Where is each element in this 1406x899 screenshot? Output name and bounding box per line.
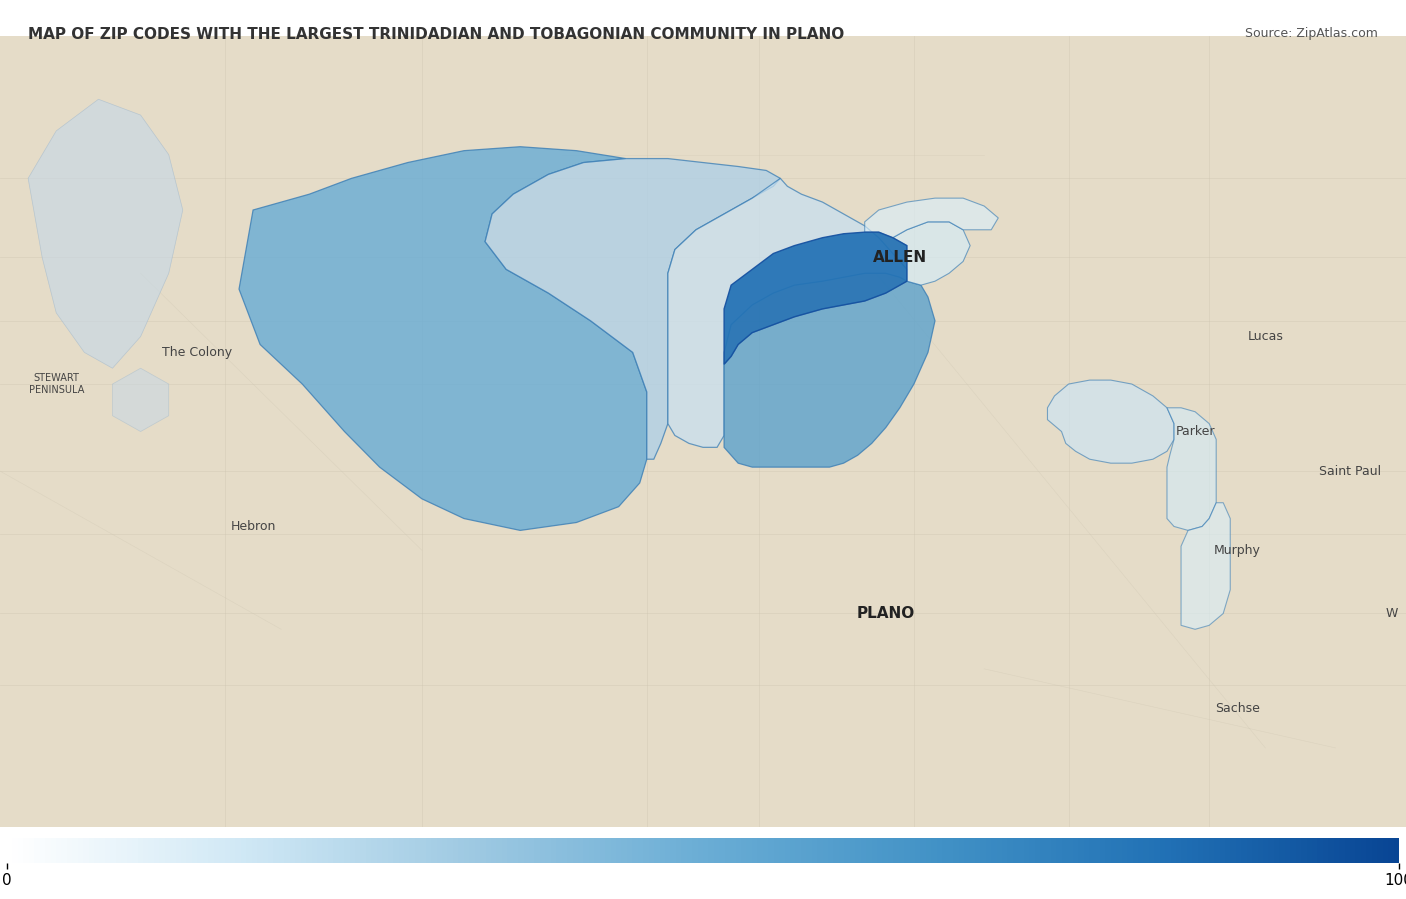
Polygon shape [112, 369, 169, 432]
Polygon shape [865, 198, 998, 237]
Text: Murphy: Murphy [1213, 544, 1261, 556]
Text: Saint Paul: Saint Paul [1319, 465, 1381, 477]
Polygon shape [1167, 408, 1216, 530]
Polygon shape [724, 281, 935, 467]
Text: STEWART
PENINSULA: STEWART PENINSULA [28, 373, 84, 395]
Polygon shape [724, 232, 907, 364]
Text: ALLEN: ALLEN [873, 250, 927, 265]
Polygon shape [668, 178, 907, 448]
Text: The Colony: The Colony [162, 346, 232, 359]
Text: Lucas: Lucas [1247, 330, 1284, 343]
Text: Hebron: Hebron [231, 520, 276, 533]
Polygon shape [893, 222, 970, 285]
Text: W: W [1386, 607, 1398, 620]
Text: Parker: Parker [1175, 425, 1215, 438]
Text: PLANO: PLANO [856, 606, 915, 621]
Polygon shape [28, 99, 183, 369]
Polygon shape [239, 147, 647, 530]
Polygon shape [1047, 380, 1174, 463]
Text: Sachse: Sachse [1215, 702, 1260, 715]
Text: MAP OF ZIP CODES WITH THE LARGEST TRINIDADIAN AND TOBAGONIAN COMMUNITY IN PLANO: MAP OF ZIP CODES WITH THE LARGEST TRINID… [28, 27, 845, 42]
Text: Source: ZipAtlas.com: Source: ZipAtlas.com [1244, 27, 1378, 40]
Polygon shape [485, 158, 780, 459]
Polygon shape [1181, 503, 1230, 629]
